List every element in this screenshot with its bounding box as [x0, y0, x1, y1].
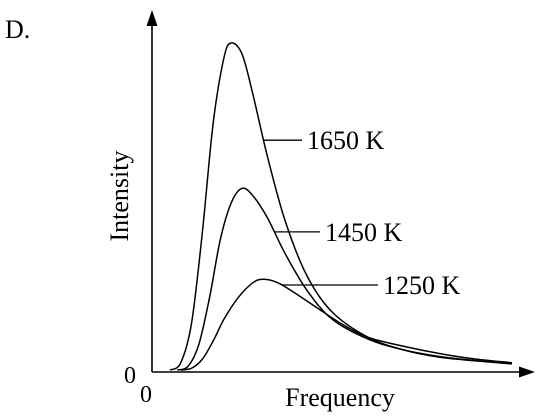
option-label: D. — [5, 15, 30, 44]
y-origin-label: 0 — [124, 363, 136, 389]
x-axis-label: Frequency — [285, 383, 395, 412]
curve-1250k — [180, 278, 513, 371]
series-label-1250k: 1250 K — [383, 271, 461, 300]
y-axis-arrow — [146, 10, 158, 26]
series-label-1450k: 1450 K — [325, 218, 403, 247]
y-axis-label: Intensity — [105, 151, 134, 242]
curve-1450k — [176, 187, 513, 371]
curves: 1650 K 1450 K 1250 K — [169, 42, 513, 371]
series-label-1650k: 1650 K — [307, 126, 385, 155]
curve-1650k — [169, 42, 513, 371]
x-axis-arrow — [519, 366, 535, 378]
axes — [146, 10, 535, 378]
x-origin-label: 0 — [140, 382, 152, 408]
